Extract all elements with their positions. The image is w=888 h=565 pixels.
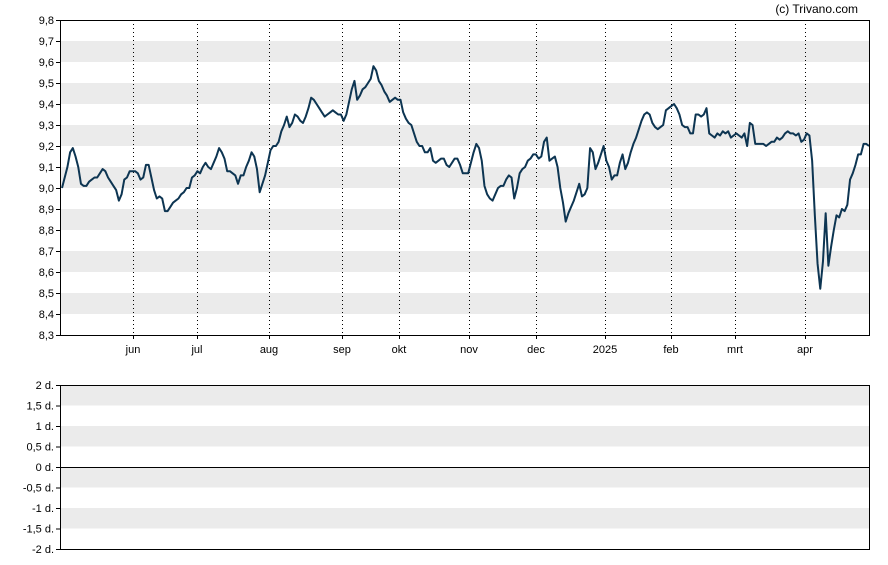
top-chart-band xyxy=(60,83,870,104)
top-chart-x-axis: jun jul aug sep okt nov dec 2025 feb mrt apr xyxy=(125,335,813,356)
x-tick-label: apr xyxy=(797,344,813,356)
y-tick-label: 9,0 xyxy=(39,183,54,195)
top-chart-vertical-gridlines xyxy=(133,20,806,335)
x-tick-label: 2025 xyxy=(593,344,617,356)
y-tick-label: 8,7 xyxy=(39,246,54,258)
top-chart-band xyxy=(60,41,870,62)
y-tick-label: 8,5 xyxy=(39,288,54,300)
price-line-series xyxy=(61,65,870,290)
x-tick-label: nov xyxy=(460,344,478,356)
top-chart-frame xyxy=(60,20,870,336)
y-tick-label: -1,5 d. xyxy=(23,524,54,536)
bottom-chart-band xyxy=(60,508,870,529)
x-tick-label: aug xyxy=(260,344,278,356)
top-chart-band xyxy=(60,167,870,188)
y-tick-label: 9,5 xyxy=(39,78,54,90)
y-tick-label: 9,1 xyxy=(39,162,54,174)
y-tick-label: 9,6 xyxy=(39,57,54,69)
y-tick-label: -2 d. xyxy=(32,544,54,556)
y-tick-label: 9,7 xyxy=(39,36,54,48)
y-tick-label: 9,8 xyxy=(39,15,54,27)
y-tick-label: 8,9 xyxy=(39,204,54,216)
bottom-chart-band xyxy=(60,467,870,488)
y-tick-label: 1 d. xyxy=(36,421,54,433)
x-tick-label: dec xyxy=(527,344,545,356)
x-tick-label: jun xyxy=(125,344,141,356)
y-tick-label: -0,5 d. xyxy=(23,483,54,495)
y-tick-label: 9,2 xyxy=(39,141,54,153)
y-tick-label: 8,4 xyxy=(39,309,54,321)
top-chart-band xyxy=(60,209,870,230)
y-tick-label: 2 d. xyxy=(36,380,54,392)
bottom-chart-bands xyxy=(60,385,870,529)
bottom-chart-band xyxy=(60,385,870,406)
y-tick-label: 8,6 xyxy=(39,267,54,279)
top-chart-band xyxy=(60,293,870,314)
y-tick-label: -1 d. xyxy=(32,503,54,515)
x-tick-label: mrt xyxy=(727,344,743,356)
bottom-chart-y-axis: 2 d. 1,5 d. 1 d. 0,5 d. 0 d. -0,5 d. -1 d. -1,5… xyxy=(23,380,60,556)
top-chart-band xyxy=(60,251,870,272)
x-tick-label: okt xyxy=(392,344,407,356)
bottom-chart-band xyxy=(60,426,870,447)
y-tick-label: 8,8 xyxy=(39,225,54,237)
y-tick-label: 0 d. xyxy=(36,462,54,474)
y-tick-label: 0,5 d. xyxy=(26,442,54,454)
bottom-chart-frame xyxy=(60,385,870,550)
y-tick-label: 9,3 xyxy=(39,120,54,132)
y-tick-label: 9,4 xyxy=(39,99,54,111)
y-tick-label: 1,5 d. xyxy=(26,401,54,413)
x-tick-label: jul xyxy=(190,344,202,356)
top-chart-band xyxy=(60,125,870,146)
x-tick-label: sep xyxy=(333,344,351,356)
top-chart-bands xyxy=(60,41,870,314)
y-tick-label: 8,3 xyxy=(39,330,54,342)
source-credit: (c) Trivano.com xyxy=(775,2,858,16)
x-tick-label: feb xyxy=(663,344,678,356)
top-chart-y-axis: 8,3 8,4 8,5 8,6 8,7 8,8 8,9 9,0 9,1 9,2 9,3 9,4 9,5 9… xyxy=(39,15,60,342)
